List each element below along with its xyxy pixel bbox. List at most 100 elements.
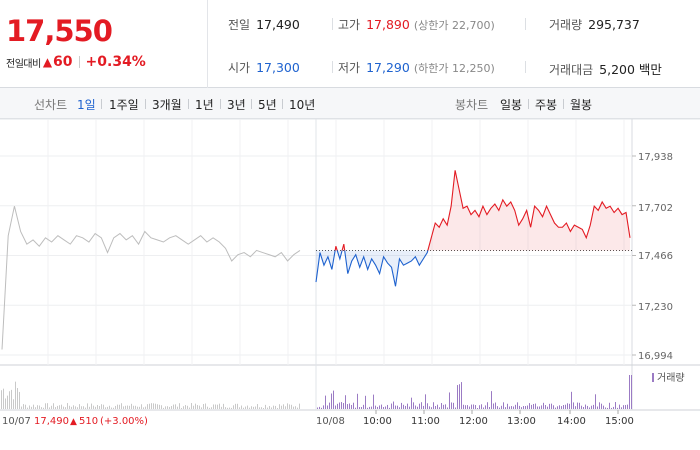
volume-bar [465,405,466,409]
volume-bar [575,406,576,409]
volume-bar [553,405,554,409]
volume-bar [347,404,348,409]
volume-bar [421,402,422,409]
volume-bar [549,403,550,409]
chart-labels: 17,938 17,702 17,466 17,230 16,994 거래량 1… [2,152,685,427]
line-chart-label: 선차트 [34,98,68,112]
volume-bar [507,403,508,409]
prev-day-volume-bar [245,406,246,409]
prev-day-volume-bar [43,407,44,409]
period-1d-tab[interactable]: 1일 [77,98,96,112]
prev-day-volume-bar [223,403,224,409]
volume-bar [435,405,436,409]
prev-day-volume-bar [299,403,300,409]
volume-bar [387,404,388,409]
volume-bar [581,405,582,409]
volume-bar [631,375,632,409]
prev-day-date-label: 10/07 [2,416,31,427]
prev-day-volume-bar [191,403,192,409]
prev-day-volume-bar [163,407,164,409]
volume-bar [541,405,542,409]
volume-bar [629,375,630,409]
volume-bar [375,405,376,409]
volume-bar [391,403,392,409]
prev-day-volume-bar [11,389,12,409]
prev-day-volume-bar [81,406,82,409]
price-box: 17,550 전일대비 ▲ 60 +0.34% [0,0,208,88]
candle-monthly-tab[interactable]: 월봉 [570,98,593,112]
prev-day-volume-bar [283,404,284,409]
up-triangle-icon: ▲ [42,55,53,69]
volume-bar [489,406,490,409]
prev-day-volume-bar [293,406,294,409]
volume-bar [337,403,338,409]
prev-day-volume-bar [57,405,58,409]
volume-bar [503,402,504,409]
volume-bar [491,391,492,409]
volume-bar [535,403,536,409]
volume-bar [325,395,326,409]
stat-open: 시가 17,300 [228,60,300,75]
volume-bar [445,404,446,409]
prev-day-volume-bar [61,404,62,409]
prev-day-volume-bar [117,404,118,409]
prev-day-volume-bar [33,404,34,409]
volume-bar [413,402,414,409]
prev-day-volume-bar [47,403,48,409]
divider [78,56,80,68]
volume-bar [353,402,354,409]
x-tick-label: 10:00 [363,416,392,427]
volume-bar [411,397,412,409]
prev-day-volume-bar [135,405,136,409]
prev-day-volume-bar [91,403,92,409]
period-1w-tab[interactable]: 1주일 [109,98,139,112]
period-3y-tab[interactable]: 3년 [227,98,246,112]
volume-bar [477,407,478,409]
prev-day-volume-bar [183,406,184,409]
prev-day-volume-bar [285,406,286,409]
up-triangle-icon: ▲ [70,417,77,427]
volume-bar [509,406,510,409]
volume-bar [543,402,544,409]
prev-day-volume-bar [261,407,262,409]
volume-bar [319,406,320,409]
prev-day-close-label: 17,490 [34,416,69,427]
stat-volume: 거래량 295,737 [549,17,640,32]
volume-bar [547,406,548,409]
volume-bar [457,385,458,409]
volume-bar [577,402,578,409]
volume-bar [453,402,454,409]
prev-day-volume-bar [165,406,166,409]
candle-weekly-tab[interactable]: 주봉 [535,98,558,112]
prev-day-volume-bar [87,403,88,409]
volume-bar [327,405,328,409]
prev-day-volume-bar [279,404,280,409]
prev-day-volume-bar [221,406,222,409]
volume-bar [405,405,406,409]
divider [563,99,564,109]
period-5y-tab[interactable]: 5년 [258,98,277,112]
prev-day-volume-bar [161,405,162,409]
chart-fills [316,170,630,287]
prev-day-volume-bar [267,407,268,409]
prev-day-volume-bar [149,403,150,409]
prev-day-volume-bar [171,406,172,409]
prev-day-volume-bar [141,404,142,409]
prev-day-volume-bar [211,407,212,409]
volume-legend-label: 거래량 [657,372,685,384]
prev-day-volume-bar [89,406,90,409]
period-1y-tab[interactable]: 1년 [195,98,214,112]
prev-day-volume-bar [103,404,104,409]
volume-bar [469,406,470,409]
prev-day-volume-bar [217,404,218,409]
prev-day-volume-bar [273,405,274,409]
current-price: 17,550 [6,14,113,48]
period-3m-tab[interactable]: 3개월 [152,98,182,112]
prev-day-volume-bar [225,407,226,409]
divider [101,99,102,109]
candle-daily-tab[interactable]: 일봉 [500,98,523,112]
prev-day-volume-bar [83,406,84,409]
prev-day-volume-bar [39,405,40,409]
volume-bar [349,403,350,409]
period-10y-tab[interactable]: 10년 [289,98,316,112]
